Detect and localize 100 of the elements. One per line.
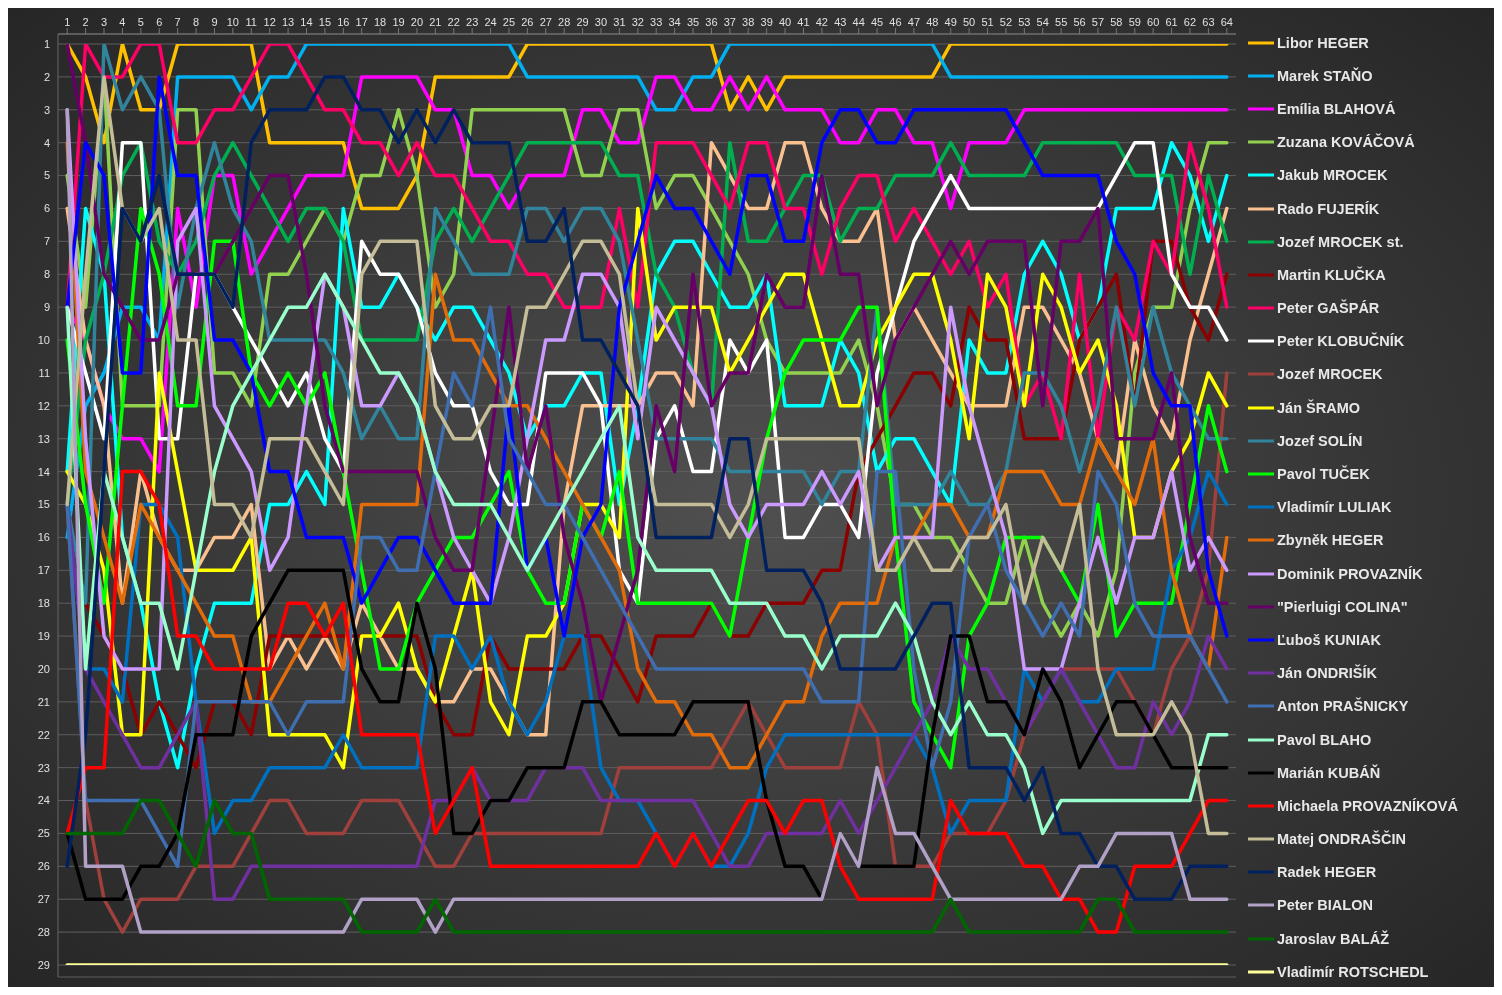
x-tick-label: 16: [337, 16, 350, 28]
y-tick-label: 22: [37, 728, 50, 741]
legend-label: Peter BIALON: [1277, 897, 1373, 914]
x-tick-label: 61: [1165, 16, 1178, 28]
y-tick-label: 1: [43, 37, 50, 50]
y-tick-label: 8: [43, 268, 50, 281]
x-tick-label: 39: [760, 16, 773, 28]
y-tick-label: 7: [43, 235, 50, 248]
x-tick-label: 10: [226, 16, 239, 28]
x-tick-label: 42: [815, 16, 828, 28]
x-tick-label: 17: [355, 16, 368, 28]
x-tick-label: 1: [64, 16, 71, 28]
x-tick-label: 8: [192, 16, 200, 28]
y-tick-label: 25: [37, 827, 50, 840]
y-tick-label: 16: [37, 531, 50, 544]
x-tick-label: 34: [668, 16, 681, 28]
x-tick-label: 37: [723, 16, 736, 28]
legend-label: Zuzana KOVÁČOVÁ: [1277, 134, 1415, 151]
x-tick-label: 26: [521, 16, 534, 28]
legend-label: Jakub MROCEK: [1277, 167, 1388, 184]
legend-label: Michaela PROVAZNÍKOVÁ: [1277, 797, 1459, 814]
legend-label: Radek HEGER: [1277, 864, 1377, 881]
x-tick-label: 14: [300, 16, 313, 28]
x-tick-label: 18: [373, 16, 387, 28]
legend-label: Ján ŠRAMO: [1277, 399, 1360, 416]
legend-label: Pavol TUČEK: [1277, 466, 1370, 483]
x-tick-label: 35: [686, 16, 700, 28]
x-tick-label: 46: [889, 16, 902, 28]
legend-label: Jaroslav BALÁŽ: [1277, 930, 1390, 947]
legend-label: Dominik PROVAZNÍK: [1277, 565, 1423, 582]
legend-label: Vladimír ROTSCHEDL: [1277, 963, 1429, 980]
x-tick-label: 53: [1018, 16, 1031, 28]
y-tick-label: 9: [43, 301, 50, 314]
legend-label: Emília BLAHOVÁ: [1277, 100, 1396, 117]
x-tick-label: 58: [1110, 16, 1123, 28]
x-tick-label: 38: [742, 16, 755, 28]
legend-label: Jozef MROCEK: [1277, 366, 1383, 383]
legend-label: "Pierluigi COLINA": [1277, 598, 1408, 615]
x-tick-label: 33: [650, 16, 663, 28]
x-tick-label: 6: [156, 16, 163, 28]
legend-label: Martin KLUČKA: [1277, 266, 1386, 283]
legend-label: Vladimír LULIAK: [1277, 499, 1392, 516]
x-tick-label: 5: [137, 16, 144, 28]
x-tick-label: 25: [502, 16, 516, 28]
y-tick-label: 3: [43, 103, 50, 116]
y-tick-label: 24: [37, 794, 50, 807]
y-tick-label: 17: [37, 564, 50, 577]
x-tick-label: 3: [100, 16, 108, 28]
x-tick-label: 43: [834, 16, 847, 28]
x-tick-label: 52: [999, 16, 1013, 28]
x-tick-label: 47: [907, 16, 921, 28]
x-tick-label: 13: [281, 16, 295, 28]
y-tick-label: 18: [37, 597, 50, 610]
x-tick-label: 49: [944, 16, 957, 28]
x-tick-label: 23: [466, 16, 479, 28]
x-tick-label: 62: [1183, 16, 1197, 28]
y-tick-label: 23: [37, 761, 50, 774]
legend-label: Libor HEGER: [1277, 34, 1369, 51]
legend-label: Peter KLOBUČNÍK: [1277, 333, 1405, 350]
x-tick-label: 63: [1202, 16, 1215, 28]
legend-label: Rado FUJERÍK: [1277, 200, 1380, 217]
x-tick-label: 56: [1073, 16, 1086, 28]
y-tick-label: 13: [37, 432, 50, 445]
y-tick-label: 19: [37, 629, 50, 642]
x-tick-label: 51: [981, 16, 994, 28]
x-tick-label: 7: [174, 16, 181, 28]
x-tick-label: 30: [594, 16, 608, 28]
legend-label: Ján ONDRIŠÍK: [1277, 665, 1377, 682]
y-tick-label: 21: [37, 695, 50, 708]
y-tick-label: 12: [37, 399, 50, 412]
legend-label: Marek STAŇO: [1277, 67, 1373, 84]
y-tick-label: 10: [37, 333, 50, 346]
y-tick-label: 27: [37, 893, 50, 906]
y-tick-label: 5: [43, 169, 50, 182]
x-tick-label: 45: [870, 16, 884, 28]
y-tick-label: 4: [43, 136, 50, 149]
y-tick-label: 14: [37, 465, 50, 478]
x-tick-label: 48: [926, 16, 939, 28]
legend-label: Matej ONDRAŠČIN: [1277, 831, 1406, 848]
legend-label: Jozef SOLÍN: [1277, 432, 1363, 449]
x-tick-label: 54: [1036, 16, 1049, 28]
y-tick-label: 26: [37, 860, 50, 873]
y-tick-label: 15: [37, 498, 50, 511]
x-tick-label: 41: [797, 16, 810, 28]
legend-label: Jozef MROCEK st.: [1277, 233, 1404, 250]
x-tick-label: 59: [1128, 16, 1141, 28]
legend-label: Peter GAŠPÁR: [1277, 300, 1380, 317]
legend-label: Marián KUBÁŇ: [1277, 764, 1381, 781]
x-tick-label: 22: [447, 16, 460, 28]
x-tick-label: 15: [318, 16, 332, 28]
x-tick-label: 20: [410, 16, 424, 28]
x-tick-label: 28: [558, 16, 571, 28]
x-tick-label: 19: [392, 16, 405, 28]
x-tick-label: 12: [263, 16, 276, 28]
y-tick-label: 29: [37, 958, 50, 971]
x-tick-label: 11: [245, 16, 257, 28]
x-tick-label: 60: [1147, 16, 1160, 28]
y-tick-label: 20: [37, 662, 50, 675]
y-tick-label: 28: [37, 926, 50, 939]
x-tick-label: 36: [705, 16, 718, 28]
